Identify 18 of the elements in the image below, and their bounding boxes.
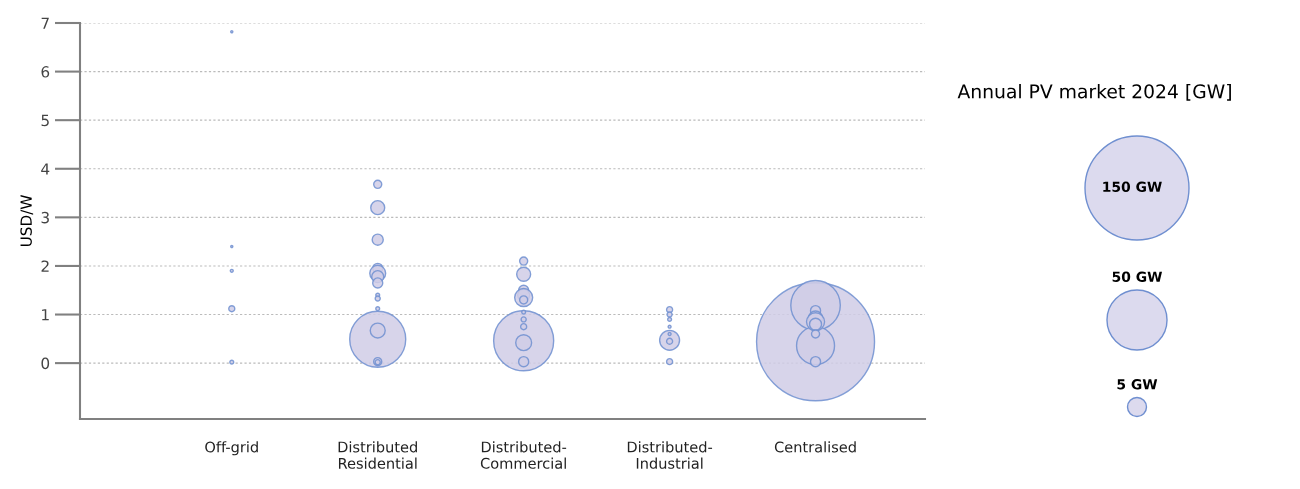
x-tick-label: Distributed- Commercial — [480, 441, 567, 469]
y-axis-title: USD/W — [20, 195, 34, 247]
legend-title: Annual PV market 2024 [GW] — [957, 83, 1231, 101]
y-tick-label: 3 — [41, 211, 49, 224]
x-tick-label: Centralised — [774, 441, 856, 453]
y-tick-label: 0 — [41, 357, 50, 370]
x-tick-label: Off-grid — [205, 441, 258, 456]
y-tick-label: 1 — [42, 309, 49, 321]
y-tick-label: 4 — [41, 163, 50, 175]
legend-label: 50 GW — [1112, 271, 1163, 283]
y-tick-label: 6 — [41, 66, 50, 78]
y-tick-label: 2 — [41, 260, 49, 272]
y-tick-label: 7 — [41, 17, 49, 29]
y-tick-label: 5 — [41, 114, 49, 127]
legend-label: 150 GW — [1103, 181, 1162, 193]
legend-label: 5 GW — [1117, 379, 1158, 390]
x-tick-label: Distributed- Industrial — [627, 441, 713, 469]
x-tick-label: Distributed Residential — [338, 441, 417, 469]
